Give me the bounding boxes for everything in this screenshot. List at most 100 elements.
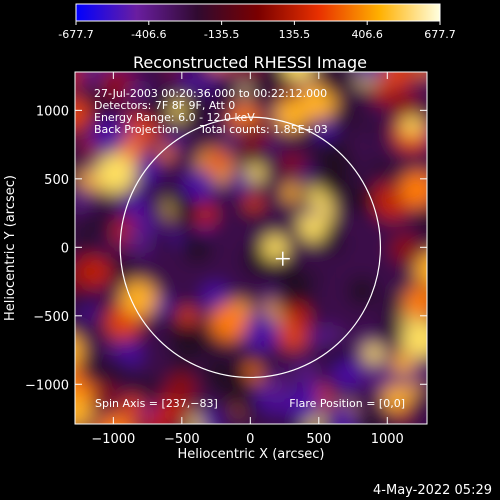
heatmap-blob [355,72,383,81]
colorbar-tick-label: -135.5 [204,28,239,41]
heatmap-blob [124,225,153,254]
heatmap-blob [404,286,427,319]
heatmap-blob [57,278,73,294]
heatmap-blob [75,335,84,366]
heatmap-blob [245,194,263,212]
colorbar-tick-label: -406.6 [131,28,166,41]
heatmap-blob [177,307,198,328]
heatmap-blob [210,304,248,341]
heatmap-blob [311,151,351,191]
heatmap-blob [81,257,112,287]
heatmap-blob [75,288,91,311]
heatmap-blob [75,184,94,212]
heatmap-blob [120,280,157,317]
heatmap-blob [332,99,365,132]
heatmap-blob [121,395,144,418]
heatmap-blob [417,210,427,237]
heatmap-blob [274,98,308,132]
y-tick-label: −1000 [25,378,69,393]
heatmap-blob [382,72,414,88]
heatmap-blob [318,72,357,96]
colorbar-ticks: -677.7 -406.6 -135.5 135.5 406.6 677.7 [58,21,456,41]
heatmap-blob [206,150,229,174]
colorbar-tick-label: 677.7 [424,28,456,41]
heatmap-blob [182,168,217,203]
annotation-time-range: 27-Jul-2003 00:20:36.000 to 00:22:12.000 [94,87,327,100]
heatmap-blob [372,81,395,103]
heatmap-blob [354,412,383,424]
heatmap-blob [390,233,421,264]
heatmap-blob [414,252,427,290]
heatmap-blob [210,75,243,107]
heatmap-blob [284,72,313,82]
x-tick-label: 0 [246,432,254,447]
heatmap-blob [202,358,236,392]
heatmap-blob [359,353,391,385]
heatmap-blob [382,384,410,412]
heatmap-blob [401,115,423,137]
heatmap-blob [314,120,336,141]
heatmap-blob [180,72,200,90]
y-tick-label: 0 [61,241,69,256]
heatmap-blob [229,171,252,193]
heatmap-blob [401,319,427,359]
heatmap-blob [262,234,288,260]
heatmap-blob [97,413,133,424]
colorbar-tick-label: 135.5 [279,28,311,41]
y-axis-ticks: −1000 −500 0 500 1000 [25,104,427,393]
heatmap-blob [368,157,392,181]
x-axis-ticks: −1000 −500 0 500 1000 [91,72,404,447]
heatmap-blob [389,87,420,118]
annotation-total-counts: Total counts: 1.85E+03 [199,123,328,136]
solar-disk-outline [119,116,382,379]
heatmap-blob [165,316,180,331]
colorbar [75,3,441,22]
x-axis-label: Heliocentric X (arcsec) [178,447,325,462]
heatmap-blob [75,227,97,257]
heatmap-blob [426,306,427,313]
annotation-spin-axis: Spin Axis = [237,−83] [95,397,218,410]
heatmap-blob [286,387,322,424]
x-tick-label: −500 [164,432,200,447]
heatmap-blob [259,72,288,95]
y-axis-label: Heliocentric Y (arcsec) [3,175,18,321]
heatmap-blob [139,91,170,123]
colorbar-tick-label: 406.6 [351,28,383,41]
heatmap-blob [84,160,99,175]
annotations: 27-Jul-2003 00:20:36.000 to 00:22:12.000… [94,87,405,410]
heatmap-blob [181,96,216,130]
heatmap-blob [75,148,87,163]
heatmap-blob [364,343,384,364]
heatmap-blob [165,72,180,79]
heatmap-blob [308,330,321,344]
heatmap-blob [325,219,338,232]
heatmap-blob [264,372,292,400]
heatmap-blob [239,122,257,140]
heatmap-blob [78,349,115,386]
heatmap-blob [332,359,363,390]
annotation-energy-range: Energy Range: 6.0 - 12.0 keV [94,111,255,124]
heatmap-blob [376,321,400,344]
footer-date: 4-May-2022 05:29 [373,483,492,498]
heatmap-blob [282,183,302,203]
heatmap-blob [201,283,230,312]
heatmap-blob [367,122,382,137]
y-tick-label: −500 [33,310,69,325]
heatmap-blob [426,132,427,137]
heatmap-blob [346,183,377,215]
heatmap-blob [95,153,136,194]
heatmap-blob [428,71,442,85]
heatmap-blob [126,80,148,102]
annotation-method: Back Projection [94,123,179,136]
heatmap [57,71,442,424]
heatmap-blob [245,361,259,376]
heatmap-blob [281,152,304,175]
heatmap-blob [416,72,427,78]
heatmap-blob [392,352,415,375]
heatmap-blob [101,254,135,288]
heatmap-blob [398,170,427,209]
chart-title: Reconstructed RHESSI Image [133,53,367,72]
heatmap-blob [148,232,166,250]
heatmap-blob [75,97,91,131]
